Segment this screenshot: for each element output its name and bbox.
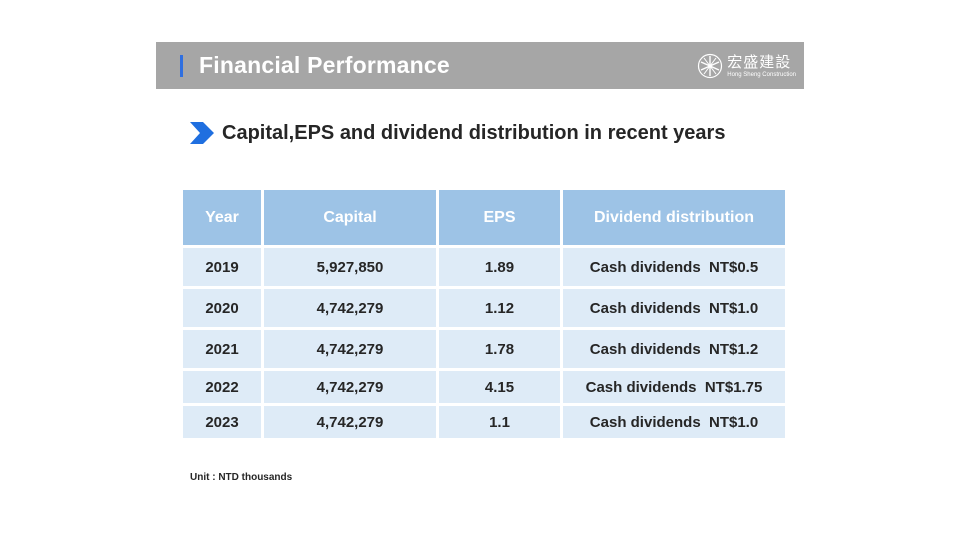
logo-name-cn: 宏盛建設 — [727, 52, 792, 71]
cell-capital: 5,927,850 — [264, 248, 436, 286]
table-row: 2020 4,742,279 1.12 Cash dividends NT$1.… — [183, 289, 785, 327]
chevron-right-icon — [190, 122, 214, 144]
logo-name-en: Hong Sheng Construction — [727, 71, 796, 78]
page-title: Financial Performance — [199, 52, 450, 78]
cell-dividend: Cash dividends NT$1.0 — [563, 289, 785, 327]
company-logo-icon — [698, 53, 723, 79]
cell-eps: 1.12 — [439, 289, 560, 327]
table-row: 2019 5,927,850 1.89 Cash dividends NT$0.… — [183, 248, 785, 286]
financial-table: Year Capital EPS Dividend distribution 2… — [180, 187, 788, 441]
cell-dividend: Cash dividends NT$0.5 — [563, 248, 785, 286]
cell-eps: 4.15 — [439, 371, 560, 403]
section-heading: Capital,EPS and dividend distribution in… — [188, 118, 725, 148]
logo-text: 宏盛建設 Hong Sheng Construction — [727, 52, 796, 78]
header-bar: Financial Performance 宏盛建設 Hong Sheng Co… — [156, 42, 804, 89]
cell-year: 2021 — [183, 330, 261, 368]
table-row: 2023 4,742,279 1.1 Cash dividends NT$1.0 — [183, 406, 785, 438]
cell-year: 2022 — [183, 371, 261, 403]
cell-capital: 4,742,279 — [264, 371, 436, 403]
table-header-row: Year Capital EPS Dividend distribution — [183, 190, 785, 245]
unit-note: Unit : NTD thousands — [190, 472, 293, 483]
company-logo: 宏盛建設 Hong Sheng Construction — [697, 51, 796, 81]
cell-dividend: Cash dividends NT$1.75 — [563, 371, 785, 403]
cell-eps: 1.1 — [439, 406, 560, 438]
column-header-year: Year — [183, 190, 261, 245]
cell-eps: 1.78 — [439, 330, 560, 368]
cell-year: 2023 — [183, 406, 261, 438]
column-header-capital: Capital — [264, 190, 436, 245]
cell-dividend: Cash dividends NT$1.2 — [563, 330, 785, 368]
column-header-dividend: Dividend distribution — [563, 190, 785, 245]
table-row: 2022 4,742,279 4.15 Cash dividends NT$1.… — [183, 371, 785, 403]
cell-capital: 4,742,279 — [264, 406, 436, 438]
header-accent-bar — [180, 55, 183, 77]
section-subtitle: Capital,EPS and dividend distribution in… — [222, 121, 726, 144]
cell-dividend: Cash dividends NT$1.0 — [563, 406, 785, 438]
cell-eps: 1.89 — [439, 248, 560, 286]
cell-capital: 4,742,279 — [264, 330, 436, 368]
cell-year: 2020 — [183, 289, 261, 327]
column-header-eps: EPS — [439, 190, 560, 245]
cell-year: 2019 — [183, 248, 261, 286]
table-row: 2021 4,742,279 1.78 Cash dividends NT$1.… — [183, 330, 785, 368]
cell-capital: 4,742,279 — [264, 289, 436, 327]
